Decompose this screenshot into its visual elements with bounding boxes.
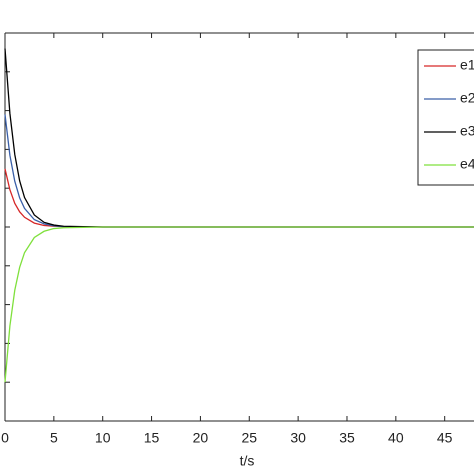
series-line — [4, 114, 474, 228]
x-tick-label: 35 — [339, 430, 355, 446]
x-tick-label: 40 — [388, 430, 404, 446]
x-tick-label: 5 — [50, 430, 58, 446]
legend-label: e1 — [460, 57, 474, 73]
x-tick-label: 0 — [1, 430, 9, 446]
legend-box — [417, 49, 474, 186]
legend-label: e4 — [460, 156, 474, 172]
x-tick-label: 45 — [437, 430, 453, 446]
legend-label: e2 — [460, 90, 474, 106]
x-tick-label: 25 — [241, 430, 257, 446]
x-tick-label: 30 — [290, 430, 306, 446]
x-axis-label: t/s — [240, 453, 255, 469]
series-line — [4, 168, 474, 228]
legend-label: e3 — [460, 123, 474, 139]
series-line — [4, 226, 474, 383]
x-tick-label: 15 — [144, 430, 160, 446]
x-tick-label: 20 — [193, 430, 209, 446]
series-line — [4, 48, 474, 228]
x-tick-label: 10 — [95, 430, 111, 446]
